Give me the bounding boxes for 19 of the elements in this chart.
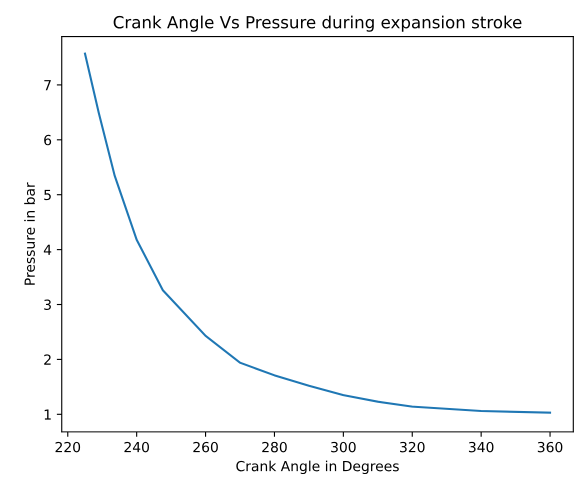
y-tick-label: 3 <box>44 299 51 310</box>
x-tick-label: 300 <box>331 442 356 452</box>
x-tick-label: 280 <box>262 442 287 452</box>
x-tick-label: 260 <box>193 442 218 452</box>
chart-title: Crank Angle Vs Pressure during expansion stroke <box>114 16 522 32</box>
y-tick-label: 1 <box>44 409 51 420</box>
y-tick-label: 6 <box>44 134 52 146</box>
x-axis-title: Crank Angle in Degrees <box>236 460 399 474</box>
x-tick-label: 240 <box>124 442 149 452</box>
x-tick-label: 320 <box>400 442 425 452</box>
y-tick-label: 5 <box>44 190 51 200</box>
y-tick-label: 7 <box>44 80 51 90</box>
y-tick-label: 2 <box>44 354 51 365</box>
y-axis-title: Pressure in bar <box>24 182 35 285</box>
line-series <box>84 52 552 414</box>
x-tick-label: 220 <box>56 442 80 452</box>
y-tick-label: 4 <box>44 244 52 255</box>
x-tick-label: 360 <box>538 442 562 452</box>
x-tick-label: 340 <box>468 442 494 452</box>
